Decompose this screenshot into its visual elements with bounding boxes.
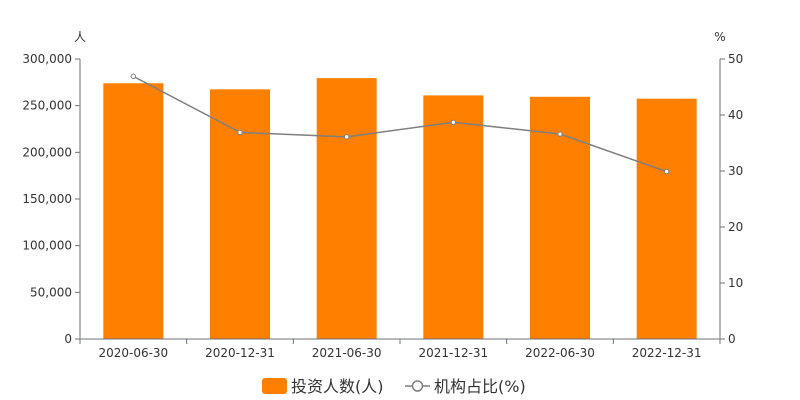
axes-layer [75,58,725,344]
x-axis-tick-label: 2021-06-30 [312,346,382,360]
left-axis-tick-label: 250,000 [22,99,72,113]
right-axis-tick-label: 50 [728,52,743,66]
bar [210,89,270,339]
legend[interactable]: 投资人数(人) 机构占比(%) [262,377,526,396]
x-axis-tick-label: 2022-06-30 [525,346,595,360]
line-point [557,131,563,137]
line-point [130,73,137,80]
bar [423,95,484,340]
legend-bar-label: 投资人数(人) [291,377,384,396]
right-axis-unit: % [714,30,725,44]
line-point [663,168,670,175]
line-point [343,134,350,140]
left-axis-tick-label: 50,000 [30,285,72,299]
line-layer [130,73,670,175]
legend-bar-swatch [262,378,287,394]
bar [636,98,697,340]
left-axis-tick-label: 150,000 [22,192,72,206]
left-axis-tick-label: 200,000 [22,145,72,159]
bar [103,83,164,340]
right-axis-tick-label: 0 [728,332,736,346]
bar [530,96,590,339]
right-axis-tick-label: 40 [728,108,743,122]
line-point [237,129,243,136]
legend-line-marker [411,380,424,392]
right-axis-tick-label: 20 [728,220,743,234]
x-axis-tick-label: 2022-12-31 [632,346,702,360]
bars-layer [103,78,697,340]
right-axis-tick-label: 10 [728,276,743,290]
left-axis-tick-label: 300,000 [22,52,72,66]
line-series [132,75,667,173]
legend-line-label: 机构占比(%) [434,377,526,396]
line-point [450,119,457,125]
bar [316,78,377,339]
left-axis-unit: 人 [74,30,86,44]
right-axis-tick-label: 30 [728,164,743,178]
left-axis-tick-label: 100,000 [22,239,72,253]
left-axis-tick-label: 0 [64,332,72,346]
x-axis-tick-label: 2020-06-30 [98,346,168,360]
labels-layer: 0 50,000 100,000 150,000 200,000 250,000 300,0… [22,30,743,360]
x-axis-tick-label: 2021-12-31 [418,346,488,360]
x-axis-tick-label: 2020-12-31 [205,346,275,360]
